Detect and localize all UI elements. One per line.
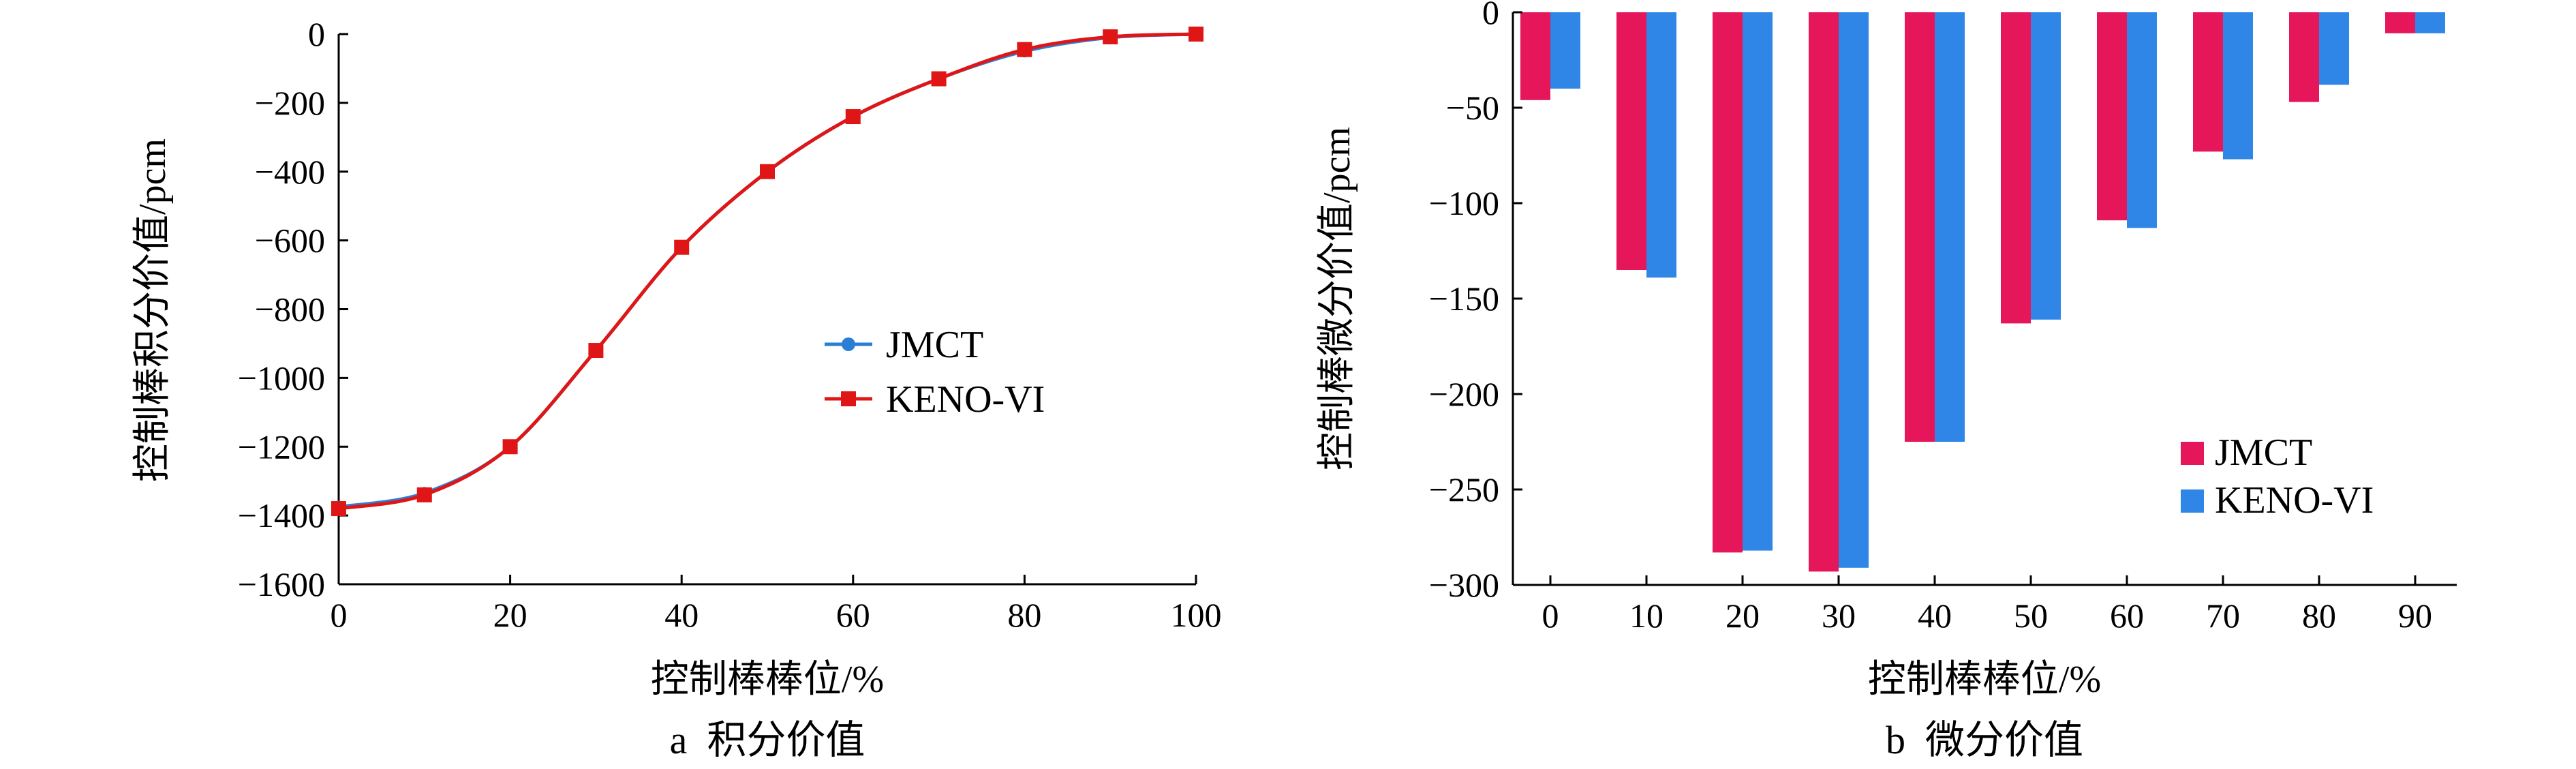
y-tick-label: −200 xyxy=(255,84,325,122)
x-tick-label: 20 xyxy=(493,596,527,634)
y-tick-label: −1200 xyxy=(238,427,325,466)
bar-keno-vi-50 xyxy=(2031,12,2061,320)
x-tick-label: 10 xyxy=(1629,597,1663,635)
bar-jmct-80 xyxy=(2289,12,2319,102)
x-tick-label: 40 xyxy=(1918,597,1952,635)
legend-label-keno-vi: KENO-VI xyxy=(2215,479,2374,522)
bar-jmct-0 xyxy=(1520,12,1550,100)
data-point-keno-vi xyxy=(1103,29,1118,45)
legend-marker-keno-vi xyxy=(841,391,856,406)
integral-worth-chart: 0 −200 −400 −600 −800 −1000 −1200 −1400 −1600 0 2… xyxy=(132,15,1222,762)
data-point-keno-vi xyxy=(1189,27,1203,42)
differential-worth-chart: 0 −50 −100 −150 −200 −250 −300 0 10 20 30 40 50 60 70… xyxy=(1316,0,2457,762)
x-axis-title: 控制棒棒位/% xyxy=(1868,659,2101,701)
bar-keno-vi-60 xyxy=(2127,12,2157,228)
series-lines xyxy=(338,32,1197,511)
y-tick-label: −200 xyxy=(1429,375,1499,413)
x-ticks: 0 10 20 30 40 50 60 70 80 90 xyxy=(1542,575,2432,635)
data-point-keno-vi xyxy=(502,439,518,455)
x-tick-label: 100 xyxy=(1171,596,1222,634)
y-tick-label: −600 xyxy=(255,222,325,260)
y-axis-title: 控制棒积分价值/pcm xyxy=(132,138,174,482)
y-ticks: 0 −200 −400 −600 −800 −1000 −1200 −1400 −1600 xyxy=(238,15,348,603)
legend: JMCT KENO-VI xyxy=(2181,432,2374,522)
x-tick-label: 0 xyxy=(1542,597,1559,635)
x-axis-title: 控制棒棒位/% xyxy=(651,659,884,701)
legend-item-jmct: JMCT xyxy=(2181,432,2312,474)
legend: JMCT KENO-VI xyxy=(825,324,1045,421)
x-tick-label: 40 xyxy=(664,596,699,634)
x-tick-label: 80 xyxy=(2302,597,2336,635)
y-tick-label: −300 xyxy=(1429,566,1499,604)
bar-keno-vi-20 xyxy=(1743,12,1773,551)
legend-label-jmct: JMCT xyxy=(886,324,983,366)
y-tick-label: −150 xyxy=(1429,280,1499,318)
x-tick-label: 70 xyxy=(2206,597,2240,635)
bar-jmct-90 xyxy=(2385,12,2415,33)
data-point-keno-vi xyxy=(588,343,604,359)
panel-caption: a 积分价值 xyxy=(670,718,865,762)
bar-keno-vi-40 xyxy=(1935,12,1965,442)
y-tick-label: 0 xyxy=(308,15,325,53)
data-point-keno-vi xyxy=(931,71,947,87)
bar-keno-vi-0 xyxy=(1550,12,1580,89)
y-tick-label: −100 xyxy=(1429,184,1499,222)
legend-item-jmct: JMCT xyxy=(825,324,983,366)
x-tick-label: 0 xyxy=(331,596,348,634)
legend-label-jmct: JMCT xyxy=(2215,432,2312,474)
bar-jmct-50 xyxy=(2001,12,2031,324)
data-point-keno-vi xyxy=(331,501,346,517)
legend-item-keno-vi: KENO-VI xyxy=(825,378,1045,421)
x-tick-label: 80 xyxy=(1007,596,1041,634)
series-markers xyxy=(331,27,1203,517)
x-tick-label: 60 xyxy=(2110,597,2144,635)
bar-jmct-30 xyxy=(1809,12,1839,572)
legend-item-keno-vi: KENO-VI xyxy=(2181,479,2374,522)
panel-caption: b 微分价值 xyxy=(1886,718,2083,762)
bar-keno-vi-80 xyxy=(2319,12,2349,85)
bar-jmct-70 xyxy=(2193,12,2223,152)
legend-label-keno-vi: KENO-VI xyxy=(886,378,1045,421)
legend-marker-jmct xyxy=(842,337,855,351)
data-point-keno-vi xyxy=(845,109,861,125)
bar-jmct-60 xyxy=(2097,12,2127,221)
bar-keno-vi-10 xyxy=(1646,12,1676,278)
x-tick-label: 90 xyxy=(2398,597,2432,635)
y-axis-title: 控制棒微分价值/pcm xyxy=(1316,127,1358,470)
y-tick-label: 0 xyxy=(1482,0,1499,31)
data-point-keno-vi xyxy=(1017,42,1032,57)
x-tick-label: 50 xyxy=(2014,597,2048,635)
data-point-keno-vi xyxy=(674,239,690,255)
y-ticks: 0 −50 −100 −150 −200 −250 −300 xyxy=(1429,0,1522,604)
y-tick-label: −800 xyxy=(255,290,325,329)
bar-keno-vi-90 xyxy=(2415,12,2445,33)
data-point-keno-vi xyxy=(416,487,432,502)
series-line-jmct xyxy=(338,32,1197,509)
x-tick-label: 20 xyxy=(1726,597,1760,635)
legend-swatch-jmct xyxy=(2181,442,2204,465)
bar-jmct-20 xyxy=(1713,12,1743,553)
series-line-keno-vi xyxy=(338,32,1197,511)
x-tick-label: 30 xyxy=(1822,597,1856,635)
data-point-keno-vi xyxy=(760,164,775,179)
bar-jmct-40 xyxy=(1905,12,1935,442)
y-tick-label: −1400 xyxy=(238,496,325,534)
x-ticks: 0 20 40 60 80 100 xyxy=(331,575,1222,634)
y-tick-label: −250 xyxy=(1429,470,1499,509)
y-tick-label: −1000 xyxy=(238,359,325,397)
y-tick-label: −400 xyxy=(255,153,325,191)
bar-keno-vi-30 xyxy=(1839,12,1869,568)
y-tick-label: −1600 xyxy=(238,565,325,603)
bars xyxy=(1520,12,2445,572)
legend-swatch-keno-vi xyxy=(2181,489,2204,513)
x-tick-label: 60 xyxy=(836,596,870,634)
y-tick-label: −50 xyxy=(1446,89,1499,127)
bar-keno-vi-70 xyxy=(2223,12,2253,160)
bar-jmct-10 xyxy=(1616,12,1646,270)
